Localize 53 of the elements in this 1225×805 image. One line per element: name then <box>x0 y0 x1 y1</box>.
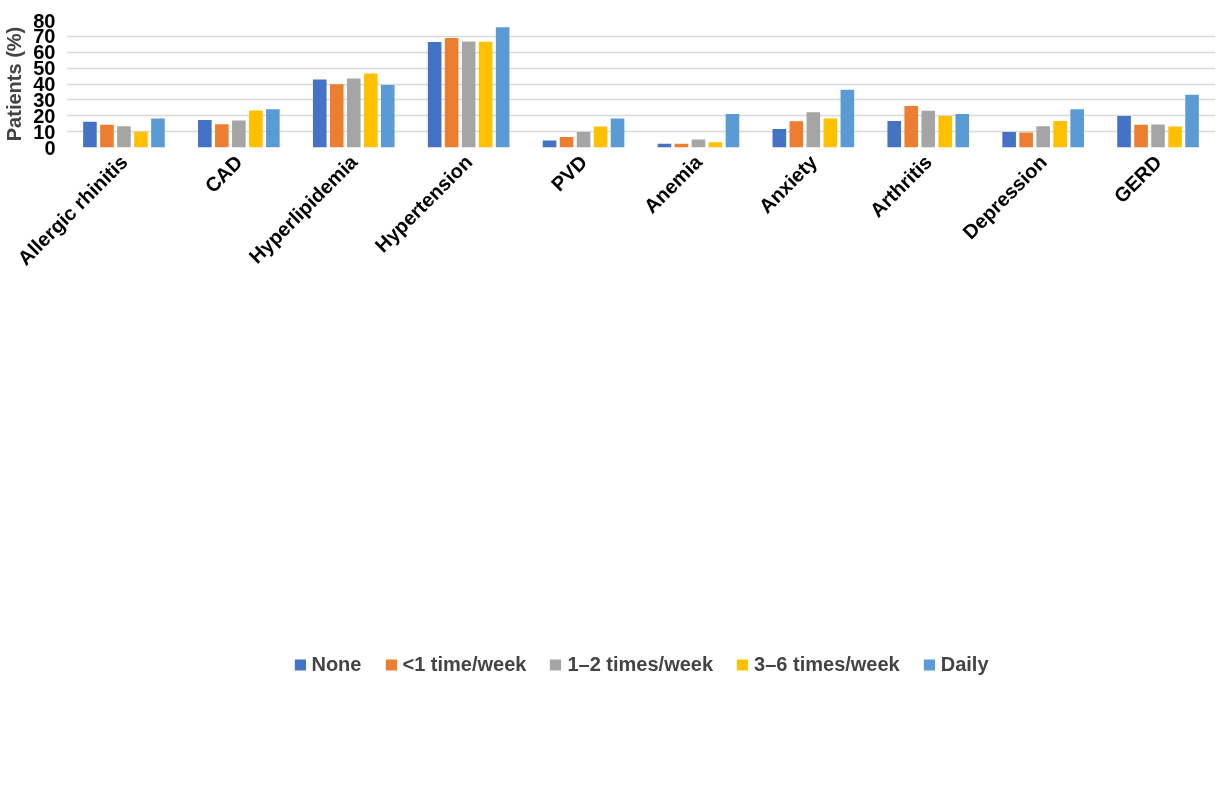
bar <box>312 79 327 148</box>
bar <box>117 126 131 148</box>
bar <box>1117 115 1131 148</box>
bar <box>461 41 476 148</box>
bar <box>380 85 395 148</box>
bar <box>198 120 212 148</box>
bar <box>691 139 706 148</box>
bar <box>346 78 361 148</box>
bar <box>1019 132 1033 148</box>
x-tick-label: CAD <box>200 150 247 197</box>
bar <box>427 42 442 148</box>
bar <box>938 115 953 148</box>
bar <box>329 84 344 148</box>
bar <box>1036 126 1050 148</box>
bar <box>1134 124 1148 148</box>
bar <box>1151 124 1165 148</box>
bar <box>83 121 97 148</box>
bar <box>559 137 574 148</box>
legend-label: 3–6 times/week <box>754 652 900 676</box>
bar <box>772 128 787 148</box>
bar <box>823 118 838 148</box>
bar <box>593 126 608 148</box>
legend-label: <1 time/week <box>402 652 527 676</box>
legend-label: 1–2 times/week <box>567 652 714 676</box>
bar <box>789 121 804 148</box>
bar <box>725 114 740 148</box>
bar <box>215 124 229 148</box>
bar <box>1053 120 1067 148</box>
bar <box>904 105 919 148</box>
bar <box>363 73 378 148</box>
legend-label: None <box>311 652 362 676</box>
bar <box>495 27 510 148</box>
bar <box>151 118 165 148</box>
bar <box>478 41 493 148</box>
bar <box>134 131 148 148</box>
bar <box>1070 109 1084 148</box>
bar <box>921 110 936 148</box>
bar <box>444 37 459 148</box>
bar <box>1185 94 1199 148</box>
bar <box>249 110 263 148</box>
bar <box>1168 126 1182 148</box>
legend-label: Daily <box>940 652 989 676</box>
y-axis-title: Patients (%) <box>3 26 26 142</box>
bar <box>266 109 280 148</box>
bar <box>840 89 855 148</box>
bar <box>955 114 970 148</box>
bar <box>708 142 723 148</box>
bar <box>100 124 114 148</box>
bar <box>576 132 591 148</box>
bar <box>610 118 625 148</box>
bar <box>887 120 902 148</box>
bar <box>232 120 246 148</box>
bar <box>806 112 821 148</box>
